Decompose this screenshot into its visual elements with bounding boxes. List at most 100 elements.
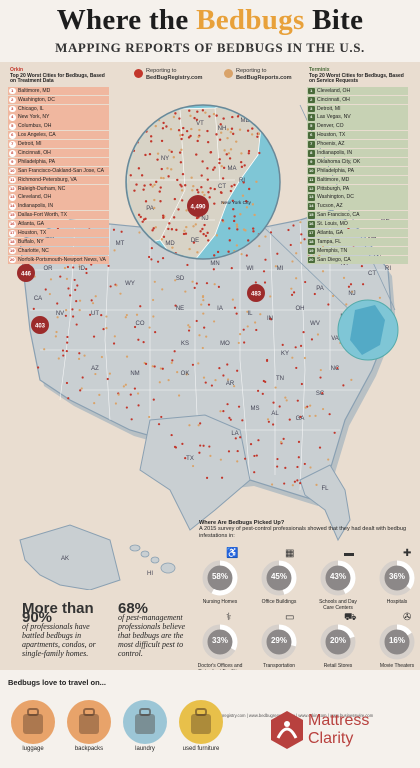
terminix-rank-badge: 5 — [308, 123, 315, 130]
orkin-rank-badge: 8 — [9, 150, 16, 157]
donut-label: Transportation — [262, 663, 296, 669]
terminix-city-row: 12 Pittsburgh, PA — [307, 184, 408, 193]
donut-nursing-homes: 58% ♿ Nursing Homes — [196, 548, 244, 606]
inset-state-label: PA — [146, 206, 154, 212]
terminix-city-name: Atlanta, GA — [317, 230, 344, 237]
orkin-city-list: 1 Baltimore, MD 2 Washington, DC 3 Chicago, I… — [8, 86, 109, 264]
orkin-rank-badge: 20 — [9, 256, 16, 264]
travel-label: laundry — [135, 746, 155, 752]
mattress-clarity-logo-icon — [271, 711, 303, 749]
state-label: VA — [331, 336, 339, 342]
donut-percent: 33% — [211, 636, 228, 645]
donut-transportation: 29% ▭ Transportation — [255, 612, 303, 670]
orkin-rank-badge: 12 — [9, 185, 16, 193]
travel-item: laundry — [120, 700, 170, 752]
terminix-rank-badge: 10 — [308, 167, 315, 175]
orkin-rank-badge: 2 — [9, 96, 16, 104]
state-label: TN — [276, 376, 284, 382]
orkin-heading: Orkin Top 20 Worst Cities for Bedbugs, B… — [10, 67, 105, 85]
state-label: AR — [226, 381, 235, 387]
inset-state-label: MA — [228, 166, 237, 172]
terminix-city-name: Tucson, AZ — [317, 203, 343, 210]
count-bubble-chicago: 483 — [251, 292, 262, 298]
orkin-city-name: Philadelphia, PA — [18, 158, 56, 165]
orkin-city-row: 3 Chicago, IL — [8, 104, 109, 113]
orkin-rank-badge: 9 — [9, 158, 16, 166]
stat-difficult-pest: 68% of pest-management professionals bel… — [118, 600, 186, 658]
orkin-rank-badge: 13 — [9, 194, 16, 201]
orkin-rank-badge: 5 — [9, 123, 16, 130]
donut-office-buildings: 45% ▦ Office Buildings — [255, 548, 303, 606]
school-bus-icon: ▬ — [344, 548, 354, 559]
page-title: Where the Bedbugs Bite — [56, 4, 364, 36]
orkin-city-name: Baltimore, MD — [18, 87, 51, 94]
orkin-city-name: Houston, TX — [18, 230, 47, 237]
travel-item: used furniture — [176, 700, 226, 752]
terminix-city-row: 17 Atlanta, GA — [307, 229, 408, 238]
orkin-rank-badge: 19 — [9, 247, 16, 255]
state-label: MN — [210, 261, 219, 267]
orkin-rank-badge: 6 — [9, 132, 16, 139]
terminix-city-name: Oklahoma City, OK — [317, 158, 361, 165]
orkin-city-name: Detroit, MI — [18, 141, 42, 148]
state-label: UT — [91, 311, 99, 317]
terminix-city-row: 7 Phoenix, AZ — [307, 140, 408, 149]
donut-percent: 43% — [329, 572, 346, 581]
state-label: OH — [296, 306, 305, 312]
terminix-city-name: Washington, DC — [317, 194, 354, 201]
terminix-city-row: 11 Baltimore, MD — [307, 175, 408, 184]
state-label: NJ — [348, 291, 355, 297]
orkin-city-row: 6 Los Angeles, CA — [8, 131, 109, 140]
orkin-city-row: 4 New York, NY — [8, 113, 109, 122]
orkin-city-name: Columbus, OH — [18, 123, 52, 130]
orkin-city-row: 7 Detroit, MI — [8, 140, 109, 149]
terminix-city-row: 4 Las Vegas, NV — [307, 113, 408, 122]
terminix-city-name: Baltimore, MD — [317, 176, 350, 183]
state-label: MO — [220, 341, 230, 347]
state-label: CA — [34, 296, 42, 302]
orkin-rank-badge: 1 — [9, 87, 16, 95]
orkin-city-name: San Francisco-Oakland-San Jose, CA — [18, 167, 105, 174]
state-label: WY — [125, 281, 135, 287]
terminix-city-row: 8 Indianapolis, IN — [307, 149, 408, 158]
orkin-city-row: 5 Columbus, OH — [8, 122, 109, 131]
inset-state-label: MD — [165, 241, 175, 247]
terminix-city-row: 2 Cincinnati, OH — [307, 95, 408, 104]
donut-schools-and-day-care-centers: 43% ▬ Schools and Day Care Centers — [314, 548, 362, 612]
inset-state-label: DE — [191, 238, 199, 244]
state-label: AZ — [91, 366, 99, 372]
state-label: NV — [56, 311, 64, 317]
orkin-rank-badge: 11 — [9, 176, 16, 184]
legend-reports: Reporting to BedBugReports.com — [224, 68, 304, 84]
survey-heading: Where Are Bedbugs Picked Up? A 2015 surv… — [199, 520, 407, 539]
backpack-icon — [67, 700, 111, 744]
terminix-city-name: Philadelphia, PA — [317, 167, 355, 174]
state-label: HI — [147, 571, 153, 577]
donut-label: Hospitals — [386, 599, 408, 605]
terminix-city-row: 6 Houston, TX — [307, 131, 408, 140]
donut-percent: 45% — [270, 572, 287, 581]
terminix-city-row: 20 San Diego, CA — [307, 255, 408, 264]
state-label: NC — [331, 366, 340, 372]
terminix-rank-badge: 3 — [308, 105, 315, 113]
state-label: CO — [136, 321, 145, 327]
terminix-city-name: Indianapolis, IN — [317, 150, 353, 157]
orkin-city-name: Cincinnati, OH — [18, 150, 51, 157]
page-subtitle: MAPPING REPORTS OF BEDBUGS IN THE U.S. — [55, 40, 365, 55]
state-label: KY — [281, 351, 289, 357]
inset-state-label: NJ — [201, 216, 208, 222]
orkin-rank-badge: 14 — [9, 203, 16, 210]
donut-percent: 36% — [388, 572, 405, 581]
us-bedbug-map: WAORIDMTWYNVUTCAAZCONMSDNEKSOKTXMNIAMOAR… — [17, 104, 399, 590]
state-label: AL — [271, 411, 279, 417]
orkin-city-row: 1 Baltimore, MD — [8, 86, 109, 95]
shopping-cart-icon: ⛟ — [344, 612, 357, 623]
terminix-city-name: Cleveland, OH — [317, 87, 351, 94]
orkin-rank-badge: 3 — [9, 105, 16, 113]
terminix-city-name: Tampa, FL — [317, 238, 342, 245]
donut-percent: 20% — [329, 636, 346, 645]
state-label: NM — [130, 371, 139, 377]
terminix-city-name: San Diego, CA — [317, 256, 351, 263]
wheelchair-icon: ♿ — [226, 548, 239, 559]
donut-doctor-s-offices-and-outpatient-facilities: 33%⚕Doctor's Offices and Outpatient Faci… — [196, 612, 244, 676]
